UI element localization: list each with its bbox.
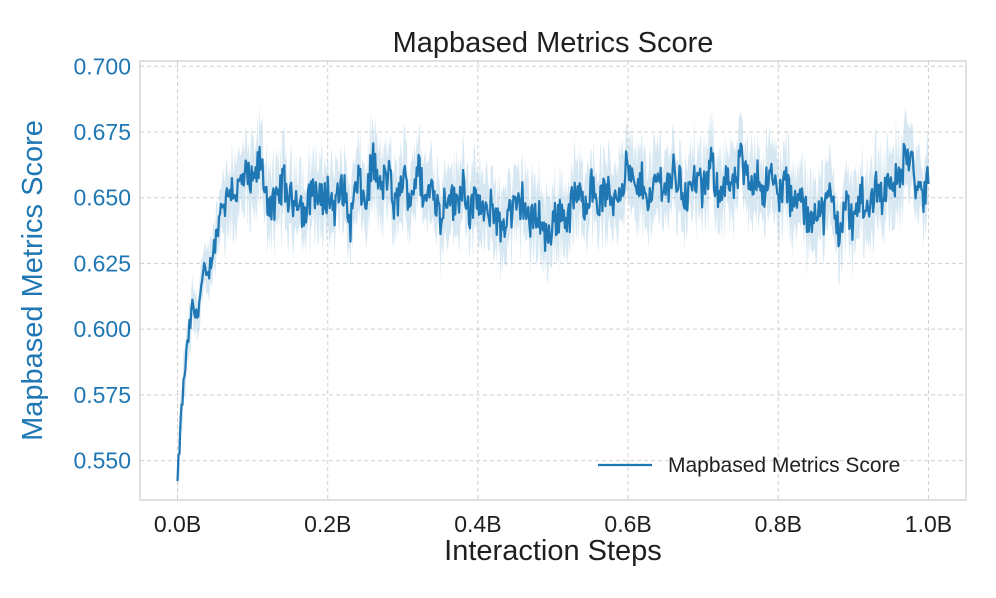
y-tick-label: 0.700: [73, 53, 131, 79]
legend-label: Mapbased Metrics Score: [668, 454, 900, 477]
y-axis-ticks: 0.550 0.575 0.600 0.625 0.650 0.675 0.700: [73, 53, 131, 473]
x-tick-label: 0.4B: [454, 511, 501, 537]
x-tick-label: 0.0B: [154, 511, 201, 537]
y-tick-label: 0.650: [73, 185, 131, 211]
plot-frame: [139, 60, 967, 501]
y-tick-label: 0.575: [73, 382, 131, 408]
y-tick-label: 0.600: [73, 316, 131, 342]
x-axis-ticks: 0.0B 0.2B 0.4B 0.6B 0.8B 1.0B: [154, 511, 952, 537]
series-line-mapbased-metrics-score: [176, 142, 930, 482]
x-axis-label: Interaction Steps: [444, 535, 662, 567]
grid: [140, 61, 966, 500]
x-tick-label: 1.0B: [905, 511, 952, 537]
chart-title: Mapbased Metrics Score: [393, 27, 714, 59]
y-tick-label: 0.675: [73, 119, 131, 145]
x-tick-label: 0.6B: [604, 511, 651, 537]
x-tick-label: 0.2B: [304, 511, 351, 537]
y-tick-label: 0.625: [73, 250, 131, 276]
y-axis-label: Mapbased Metrics Score: [17, 120, 49, 441]
legend: Mapbased Metrics Score: [598, 454, 900, 477]
x-tick-label: 0.8B: [755, 511, 802, 537]
y-tick-label: 0.550: [73, 448, 131, 474]
